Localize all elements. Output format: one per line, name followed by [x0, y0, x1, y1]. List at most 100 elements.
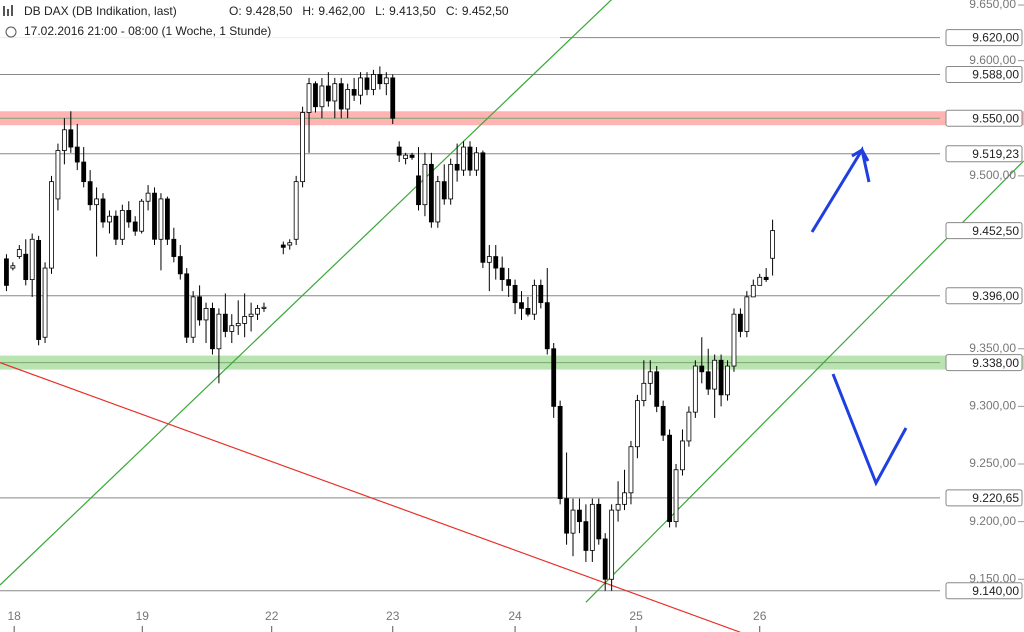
level-box [945, 582, 1023, 600]
candle-body [280, 244, 286, 248]
candle-body [428, 163, 434, 223]
candle-body [184, 273, 190, 338]
candle-body [4, 258, 9, 286]
candle-body [583, 521, 589, 551]
ohlc-value: 9.413,50 [389, 4, 436, 18]
candle-body [345, 89, 351, 110]
candle-body [750, 284, 756, 298]
candle-body [255, 308, 260, 315]
candle-body [377, 74, 383, 85]
candle-body [325, 85, 331, 102]
candle-body [467, 146, 473, 171]
x-tick-label: 26 [753, 609, 767, 623]
level-label: 9.588,00 [972, 68, 1019, 82]
arrow-down [831, 373, 908, 487]
candle-body [293, 181, 299, 240]
candle-body [454, 163, 460, 171]
arrow-up [810, 146, 871, 233]
candle-body [145, 192, 151, 202]
candle-body [94, 198, 99, 206]
level-label: 9.396,00 [972, 289, 1019, 303]
header-bg [0, 0, 560, 44]
candle-body [512, 284, 518, 304]
candle-body [544, 302, 550, 350]
candle-body [248, 313, 254, 317]
y-tick-label: 9.350,00 [969, 341, 1016, 355]
candle-body [390, 77, 396, 119]
candle-body [319, 85, 325, 108]
ohlc-value: 9.428,50 [246, 4, 293, 18]
candle-body [628, 446, 634, 494]
candle-body [596, 503, 602, 540]
level-box [945, 354, 1023, 372]
level-box [945, 287, 1023, 305]
candle-body [10, 265, 16, 269]
candle-body [403, 154, 409, 159]
level-label: 9.519,23 [972, 147, 1019, 161]
candle-body [531, 284, 537, 315]
candle-body [42, 267, 48, 338]
candle-body [68, 129, 74, 148]
candle-body [36, 240, 42, 340]
candle-body [570, 509, 576, 534]
candle-body [538, 284, 544, 304]
candle-body [641, 382, 647, 402]
candle-body [435, 181, 441, 223]
candle-body [332, 83, 338, 102]
y-tick-label: 9.650,00 [969, 0, 1016, 11]
candle-body [441, 181, 447, 200]
candle-body [171, 238, 177, 257]
candle-body [139, 200, 145, 232]
candle-body [718, 359, 724, 396]
ohlc-name: L: [375, 4, 385, 18]
candle-body [242, 316, 248, 324]
candle-body [364, 77, 370, 90]
header-icon [3, 5, 13, 16]
trend-line [0, 0, 613, 586]
candle-body [667, 434, 672, 523]
chart-title: DB DAX (DB Indikation, last) [24, 4, 177, 18]
candle-body [480, 152, 486, 263]
ohlc-name: C: [446, 4, 458, 18]
candle-body [486, 256, 492, 263]
candle-body [119, 210, 125, 240]
candle-body [654, 371, 660, 407]
candle-body [506, 279, 512, 286]
candle-body [351, 89, 357, 96]
candle-body [113, 215, 119, 240]
candle-body [261, 306, 267, 309]
candle-body [16, 249, 22, 257]
x-tick-label: 19 [136, 609, 150, 623]
level-label: 9.550,00 [972, 111, 1019, 125]
candle-body [705, 371, 711, 390]
candle-body [499, 267, 505, 281]
candle-body [107, 215, 112, 223]
candle-body [770, 230, 776, 259]
candle-body [210, 308, 215, 350]
candle-body [55, 150, 61, 200]
level-box [945, 222, 1023, 240]
level-box [945, 65, 1023, 83]
candle-body [100, 198, 106, 223]
candle-body [622, 492, 627, 505]
candle-body [229, 325, 235, 332]
candle-body [358, 77, 363, 96]
candle-body [461, 146, 466, 171]
candle-body [564, 498, 569, 534]
candle-body [725, 365, 730, 396]
level-label: 9.452,50 [972, 224, 1019, 238]
candle-body [235, 322, 241, 327]
candle-body [371, 74, 376, 90]
candle-body [164, 198, 170, 240]
candle-body [383, 77, 389, 85]
ohlc-value: 9.462,00 [318, 4, 365, 18]
candle-body [589, 503, 595, 551]
x-tick-label: 25 [629, 609, 643, 623]
candle-body [81, 161, 87, 183]
candle-body [306, 83, 312, 113]
ohlc-name: O: [229, 4, 242, 18]
candle-body [474, 152, 479, 171]
ohlc-value: 9.452,50 [462, 4, 509, 18]
